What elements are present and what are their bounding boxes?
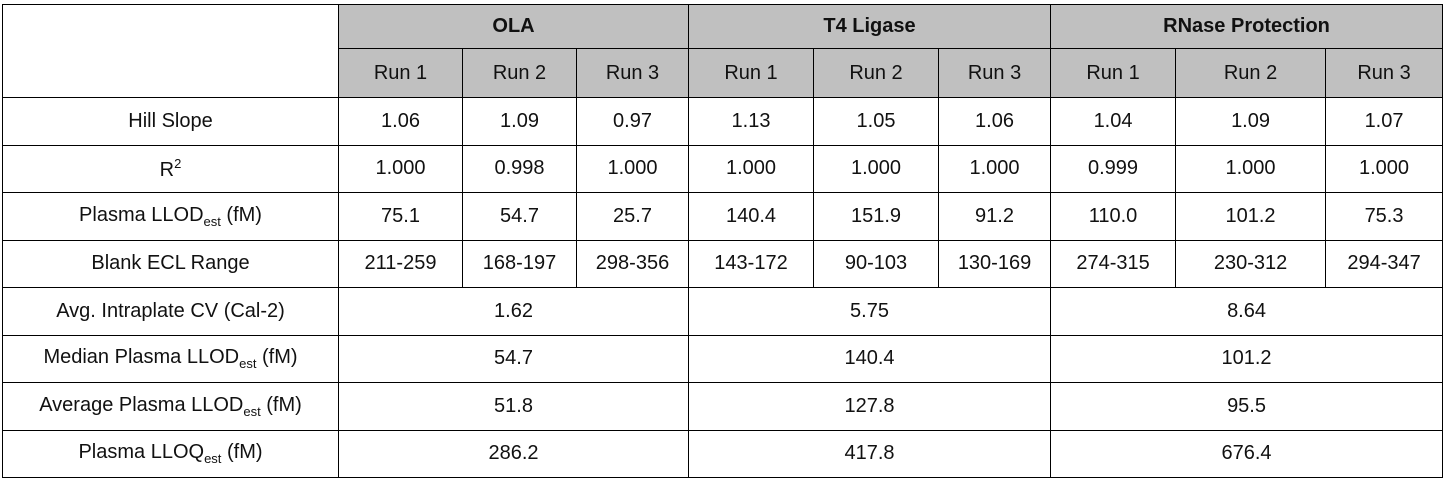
label-text: Average Plasma LLOD bbox=[39, 393, 244, 416]
run-header: Run 1 bbox=[688, 48, 814, 98]
value-cell: 298-356 bbox=[576, 239, 689, 288]
row-label: Avg. Intraplate CV (Cal-2) bbox=[2, 287, 339, 336]
group-header: T4 Ligase bbox=[687, 4, 1052, 49]
value-cell: 417.8 bbox=[687, 429, 1052, 478]
value-cell: 1.000 bbox=[338, 144, 463, 193]
label-subscript: est bbox=[243, 403, 261, 419]
results-table: OLA T4 Ligase RNase Protection Run 1 Run 2 Ru… bbox=[2, 4, 1444, 478]
group-header: RNase Protection bbox=[1050, 4, 1444, 49]
value-cell: 286.2 bbox=[338, 429, 689, 478]
label-unit: (fM) bbox=[220, 203, 262, 226]
group-header: OLA bbox=[338, 4, 689, 49]
row-label: Blank ECL Range bbox=[2, 239, 339, 288]
row-label: Median Plasma LLODest (fM) bbox=[2, 334, 339, 383]
value-cell: 294-347 bbox=[1325, 239, 1444, 288]
value-cell: 101.2 bbox=[1050, 334, 1444, 383]
value-cell: 54.7 bbox=[338, 334, 689, 383]
value-cell: 75.3 bbox=[1325, 192, 1444, 241]
value-cell: 1.06 bbox=[937, 97, 1052, 146]
run-header: Run 2 bbox=[1175, 48, 1327, 98]
data-row: Blank ECL Range 211-259 168-197 298-356 143-… bbox=[2, 239, 1444, 288]
value-cell: 230-312 bbox=[1175, 239, 1327, 288]
corner-cell bbox=[2, 4, 339, 98]
value-cell: 25.7 bbox=[576, 192, 689, 241]
run-header: Run 1 bbox=[338, 48, 463, 98]
value-cell: 1.04 bbox=[1050, 97, 1177, 146]
value-cell: 140.4 bbox=[688, 192, 814, 241]
label-text: Avg. Intraplate CV (Cal-2) bbox=[56, 299, 285, 322]
data-row: R2 1.000 0.998 1.000 1.000 1.000 1.000 0.999 1.0… bbox=[2, 144, 1444, 193]
value-cell: 1.07 bbox=[1325, 97, 1444, 146]
value-cell: 75.1 bbox=[338, 192, 463, 241]
label-subscript: est bbox=[204, 451, 222, 467]
label-superscript: 2 bbox=[174, 155, 182, 171]
value-cell: 1.000 bbox=[1175, 144, 1327, 193]
row-label: Plasma LLODest (fM) bbox=[2, 192, 339, 241]
run-header: Run 3 bbox=[1325, 48, 1444, 98]
run-header: Run 3 bbox=[937, 48, 1052, 98]
value-cell: 0.998 bbox=[462, 144, 577, 193]
value-cell: 151.9 bbox=[813, 192, 939, 241]
value-cell: 95.5 bbox=[1050, 382, 1444, 431]
row-label: Average Plasma LLODest (fM) bbox=[2, 382, 339, 431]
run-header-row: Run 1 Run 2 Run 3 Run 1 Run 2 Run 3 Run 1 Run 2… bbox=[3, 48, 1444, 98]
value-cell: 0.999 bbox=[1050, 144, 1177, 193]
value-cell: 168-197 bbox=[462, 239, 577, 288]
value-cell: 211-259 bbox=[338, 239, 463, 288]
value-cell: 1.000 bbox=[813, 144, 939, 193]
value-cell: 143-172 bbox=[688, 239, 814, 288]
value-cell: 54.7 bbox=[462, 192, 577, 241]
label-text: R bbox=[159, 158, 175, 181]
data-row: Average Plasma LLODest (fM) 51.8 127.8 95.5 bbox=[2, 382, 1444, 431]
data-row: Plasma LLODest (fM) 75.1 54.7 25.7 140.4 151.… bbox=[2, 192, 1444, 241]
label-unit: (fM) bbox=[221, 441, 263, 464]
header-row: OLA T4 Ligase RNase Protection bbox=[2, 4, 1444, 98]
value-cell: 0.97 bbox=[576, 97, 689, 146]
value-cell: 1.13 bbox=[688, 97, 814, 146]
value-cell: 91.2 bbox=[937, 192, 1052, 241]
value-cell: 274-315 bbox=[1050, 239, 1177, 288]
label-text: Plasma LLOQ bbox=[78, 441, 205, 464]
label-unit: (fM) bbox=[256, 346, 298, 369]
value-cell: 1.000 bbox=[937, 144, 1052, 193]
value-cell: 5.75 bbox=[687, 287, 1052, 336]
value-cell: 127.8 bbox=[687, 382, 1052, 431]
data-row: Plasma LLOQest (fM) 286.2 417.8 676.4 bbox=[2, 429, 1444, 478]
data-row: Hill Slope 1.06 1.09 0.97 1.13 1.05 1.06 1.04 1.… bbox=[2, 97, 1444, 146]
table-body: OLA T4 Ligase RNase Protection Run 1 Run 2 Ru… bbox=[2, 4, 1444, 478]
value-cell: 101.2 bbox=[1175, 192, 1327, 241]
value-cell: 90-103 bbox=[813, 239, 939, 288]
value-cell: 140.4 bbox=[687, 334, 1052, 383]
data-row: Avg. Intraplate CV (Cal-2) 1.62 5.75 8.64 bbox=[2, 287, 1444, 336]
value-cell: 1.05 bbox=[813, 97, 939, 146]
run-header: Run 1 bbox=[1050, 48, 1177, 98]
value-cell: 1.62 bbox=[338, 287, 689, 336]
value-cell: 1.09 bbox=[1175, 97, 1327, 146]
row-label: Hill Slope bbox=[2, 97, 339, 146]
run-header: Run 3 bbox=[576, 48, 689, 98]
value-cell: 1.09 bbox=[462, 97, 577, 146]
value-cell: 51.8 bbox=[338, 382, 689, 431]
label-subscript: est bbox=[239, 356, 257, 372]
value-cell: 1.000 bbox=[688, 144, 814, 193]
run-header: Run 2 bbox=[462, 48, 577, 98]
label-unit: (fM) bbox=[260, 393, 302, 416]
run-header: Run 2 bbox=[813, 48, 939, 98]
value-cell: 130-169 bbox=[937, 239, 1052, 288]
label-text: Plasma LLOD bbox=[79, 203, 204, 226]
row-label: Plasma LLOQest (fM) bbox=[2, 429, 339, 478]
value-cell: 8.64 bbox=[1050, 287, 1444, 336]
data-row: Median Plasma LLODest (fM) 54.7 140.4 101.2 bbox=[2, 334, 1444, 383]
label-text: Hill Slope bbox=[128, 109, 213, 132]
value-cell: 676.4 bbox=[1050, 429, 1444, 478]
value-cell: 1.000 bbox=[576, 144, 689, 193]
row-label: R2 bbox=[2, 144, 339, 193]
label-text: Blank ECL Range bbox=[91, 252, 250, 275]
value-cell: 1.000 bbox=[1325, 144, 1444, 193]
value-cell: 1.06 bbox=[338, 97, 463, 146]
value-cell: 110.0 bbox=[1050, 192, 1177, 241]
label-subscript: est bbox=[203, 213, 221, 229]
label-text: Median Plasma LLOD bbox=[43, 346, 240, 369]
